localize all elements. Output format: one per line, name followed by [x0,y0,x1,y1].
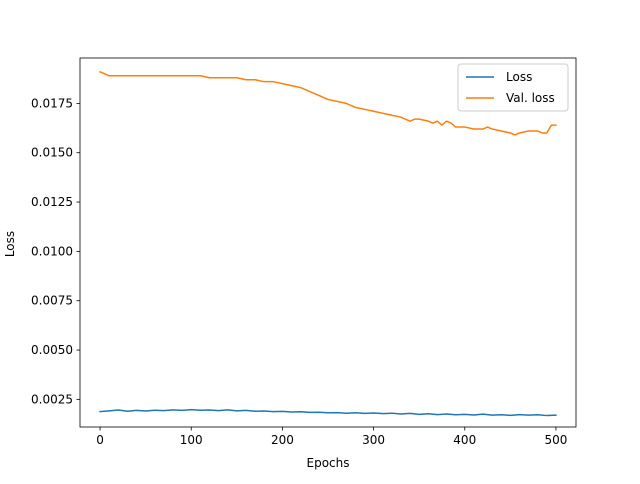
legend-label-loss: Loss [506,70,532,84]
y-tick-label: 0.0075 [31,294,73,308]
legend-box [457,63,569,112]
x-tick-label: 200 [271,433,294,447]
plot-area: 0 100 200 300 400 500 0.0025 0.0050 0.0075 0.0100… [31,57,577,447]
y-tick-label: 0.0100 [31,244,73,258]
x-axis-label: Epochs [307,456,350,470]
x-tick-label: 300 [362,433,385,447]
legend: Loss Val. loss [457,63,569,112]
x-tick-label: 100 [180,433,203,447]
y-axis-label: Loss [3,231,17,257]
x-tick-label: 0 [96,433,104,447]
x-tick-label: 400 [453,433,476,447]
y-tick-label: 0.0050 [31,343,73,357]
axes-frame [79,57,577,428]
y-tick-label: 0.0125 [31,195,73,209]
y-tick-label: 0.0025 [31,392,73,406]
y-tick-label: 0.0175 [31,96,73,110]
series-line-val-loss [99,70,557,136]
series-line-loss [99,408,557,417]
x-tick-label: 500 [544,433,567,447]
y-tick-label: 0.0150 [31,146,73,160]
legend-label-val-loss: Val. loss [506,91,555,105]
